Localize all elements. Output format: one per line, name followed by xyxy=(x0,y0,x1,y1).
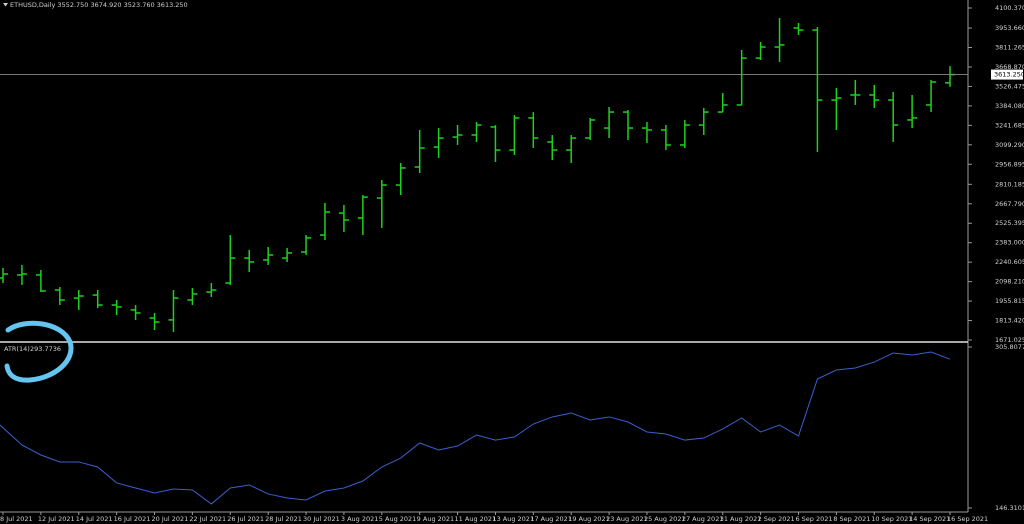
y-tick-label: 146.3101 xyxy=(995,504,1024,512)
x-tick-label: 16 Jul 2021 xyxy=(114,515,151,523)
x-tick-label: 16 Sep 2021 xyxy=(947,515,988,523)
y-tick-label: 2956.895 xyxy=(995,160,1024,168)
x-tick-label: 28 Jul 2021 xyxy=(265,515,302,523)
price-tag xyxy=(991,69,1023,80)
annotation-circle xyxy=(4,320,74,383)
chart-title: ETHUSD,Daily 3552.750 3674.920 3523.760 … xyxy=(10,1,188,9)
x-tick-label: 30 Jul 2021 xyxy=(303,515,340,523)
x-tick-label: 25 Aug 2021 xyxy=(644,515,686,523)
x-tick-label: 6 Sep 2021 xyxy=(795,515,832,523)
x-tick-label: 10 Sep 2021 xyxy=(871,515,912,523)
y-tick-label: 305.8077 xyxy=(995,343,1024,351)
x-tick-label: 2 Sep 2021 xyxy=(758,515,795,523)
x-tick-label: 5 Aug 2021 xyxy=(379,515,417,523)
y-tick-label: 2098.210 xyxy=(995,278,1024,286)
y-tick-label: 3526.475 xyxy=(995,82,1024,90)
y-tick-label: 3099.290 xyxy=(995,141,1024,149)
indicator-name: ATR(14) xyxy=(4,345,30,353)
y-tick-label: 3241.685 xyxy=(995,121,1024,129)
x-tick-label: 13 Aug 2021 xyxy=(492,515,534,523)
y-tick-label: 2667.790 xyxy=(995,200,1024,208)
x-tick-label: 14 Jul 2021 xyxy=(76,515,113,523)
x-tick-label: 23 Aug 2021 xyxy=(606,515,648,523)
y-tick-label: 3384.080 xyxy=(995,102,1024,110)
x-tick-label: 27 Aug 2021 xyxy=(682,515,724,523)
x-tick-label: 17 Aug 2021 xyxy=(530,515,572,523)
y-tick-label: 2240.605 xyxy=(995,258,1024,266)
menu-arrow[interactable] xyxy=(3,3,8,7)
y-tick-label: 3811.265 xyxy=(995,44,1024,52)
y-tick-label: 2525.395 xyxy=(995,219,1024,227)
x-tick-label: 9 Aug 2021 xyxy=(417,515,455,523)
indicator-value: 293.7736 xyxy=(30,345,61,353)
x-tick-label: 31 Aug 2021 xyxy=(720,515,762,523)
x-tick-label: 8 Jul 2021 xyxy=(0,515,33,523)
x-tick-label: 20 Jul 2021 xyxy=(152,515,189,523)
x-tick-label: 11 Aug 2021 xyxy=(455,515,497,523)
y-tick-label: 3953.660 xyxy=(995,24,1024,32)
y-tick-label: 2810.185 xyxy=(995,180,1024,188)
price-tag-label: 3613.250 xyxy=(994,71,1024,79)
x-tick-label: 8 Sep 2021 xyxy=(833,515,870,523)
x-tick-label: 26 Jul 2021 xyxy=(227,515,264,523)
y-tick-label: 2383.000 xyxy=(995,239,1024,247)
y-tick-label: 1813.420 xyxy=(995,317,1024,325)
x-tick-label: 3 Aug 2021 xyxy=(341,515,379,523)
x-tick-label: 19 Aug 2021 xyxy=(568,515,610,523)
x-tick-label: 12 Jul 2021 xyxy=(38,515,75,523)
y-tick-label: 4100.370 xyxy=(995,4,1024,12)
y-tick-label: 3668.870 xyxy=(995,63,1024,71)
x-tick-label: 14 Sep 2021 xyxy=(909,515,950,523)
y-tick-label: 1955.815 xyxy=(995,297,1024,305)
x-tick-label: 22 Jul 2021 xyxy=(189,515,226,523)
y-tick-label: 1671.025 xyxy=(995,336,1024,344)
indicator-line xyxy=(0,351,951,505)
